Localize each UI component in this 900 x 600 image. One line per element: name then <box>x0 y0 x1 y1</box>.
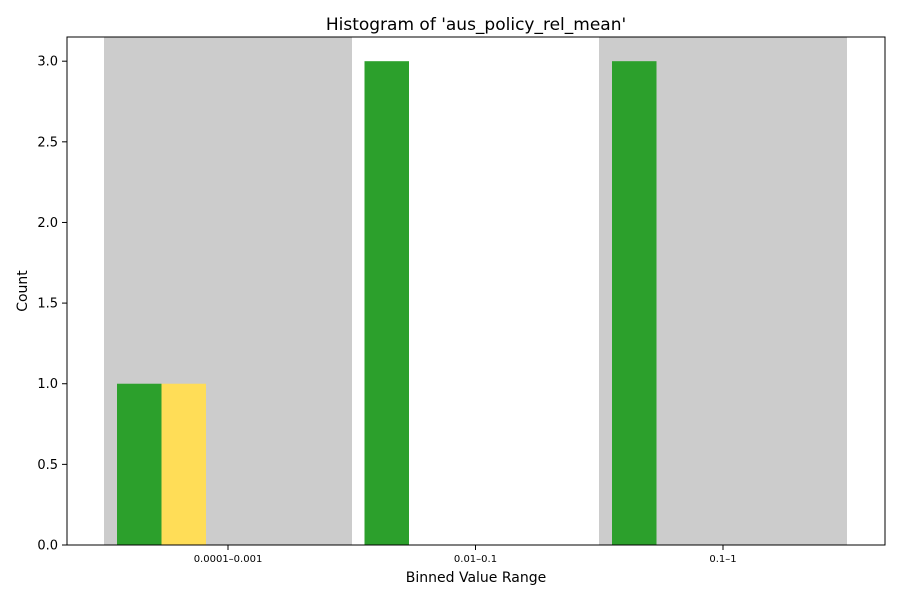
x-tick-label: 0.0001–0.001 <box>194 554 263 565</box>
bar-series0-0 <box>117 383 162 545</box>
x-tick-label: 0.01–0.1 <box>454 554 497 565</box>
y-tick-label: 0.5 <box>37 458 58 473</box>
y-tick-label: 2.0 <box>37 216 58 231</box>
y-tick-label: 0.0 <box>37 539 58 554</box>
x-tick-label: 0.1–1 <box>709 554 736 565</box>
y-axis-label: Count <box>15 270 31 312</box>
x-axis: 0.0001–0.001 0.01–0.1 0.1–1 <box>194 545 737 565</box>
y-tick-label: 2.5 <box>37 135 58 150</box>
y-tick-label: 1.5 <box>37 297 58 312</box>
y-tick-label: 1.0 <box>37 377 58 392</box>
bar-series0-1 <box>364 61 409 545</box>
y-axis: 0.0 0.5 1.0 1.5 2.0 2.5 3.0 <box>37 55 67 554</box>
chart-title: Histogram of 'aus_policy_rel_mean' <box>326 15 626 35</box>
bar-series1-0 <box>161 383 206 545</box>
bar-series0-2 <box>612 61 657 545</box>
bin-shading-layer <box>104 37 847 545</box>
bars-layer <box>117 61 657 545</box>
y-tick-label: 3.0 <box>37 55 58 70</box>
x-axis-label: Binned Value Range <box>406 570 546 586</box>
